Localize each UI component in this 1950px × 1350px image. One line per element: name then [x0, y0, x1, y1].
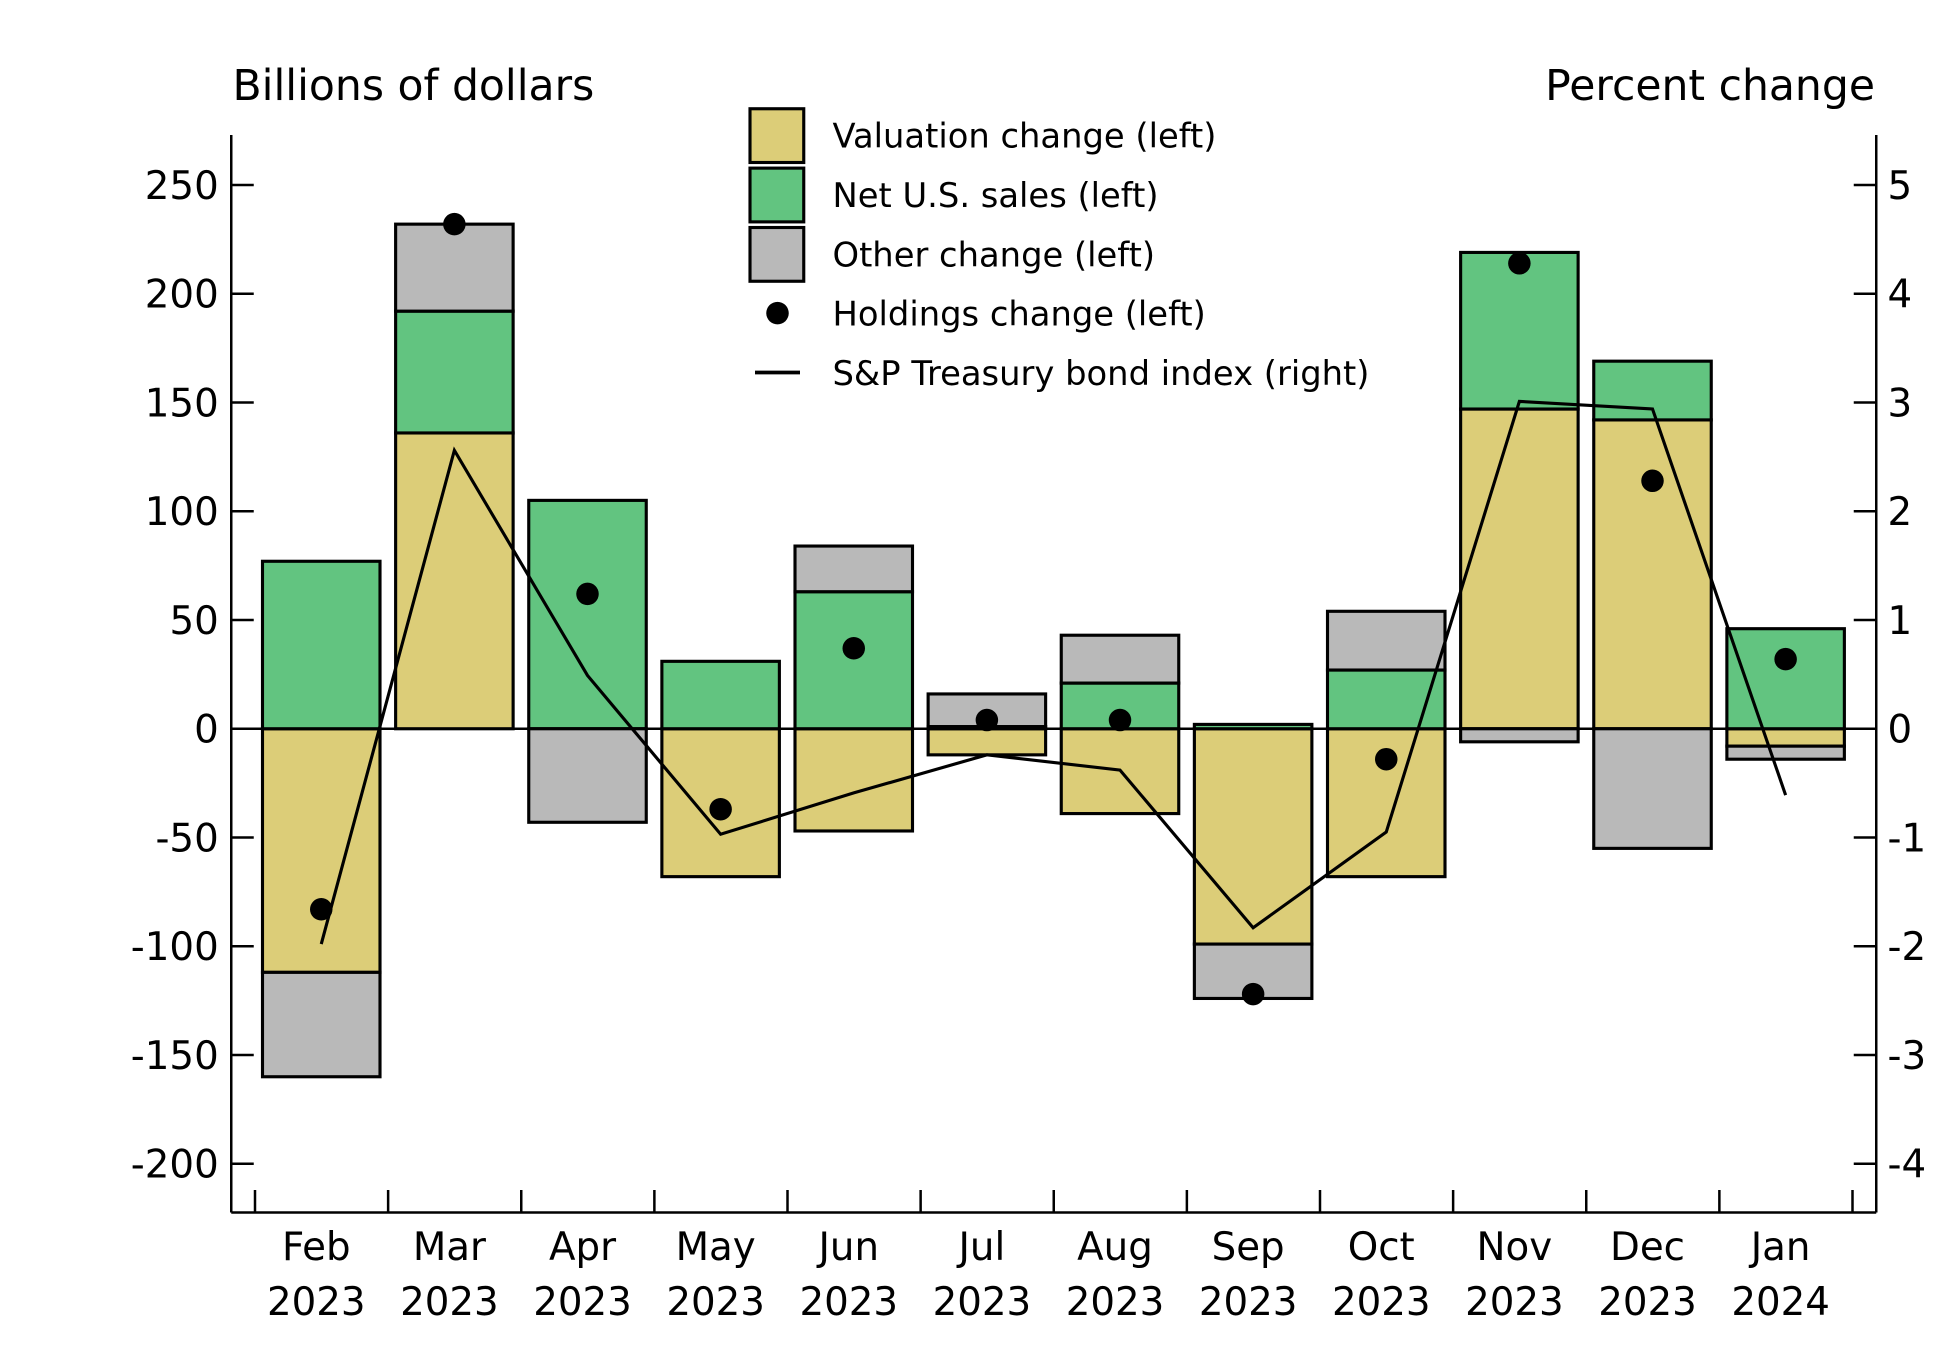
x-tick-label-year: 2023 — [1598, 1280, 1697, 1325]
bar-other-change-nov — [1459, 727, 1580, 744]
left-y-tick-label: 0 — [194, 708, 219, 753]
bars — [260, 222, 1846, 1079]
bar-valuation-change-feb — [260, 727, 382, 974]
legend-label: Holdings change (left) — [833, 295, 1206, 334]
right-y-tick-label: 3 — [1888, 381, 1913, 426]
x-tick-label-month: May — [676, 1225, 756, 1270]
bar-valuation-change-dec — [1592, 418, 1713, 731]
legend-label: Valuation change (left) — [833, 117, 1217, 156]
x-tick-label-month: Feb — [282, 1225, 351, 1270]
bar-other-change-feb — [260, 970, 382, 1079]
bar-valuation-change-nov — [1459, 407, 1580, 731]
legend-label: Other change (left) — [833, 235, 1156, 274]
legend-dot-marker — [766, 301, 789, 325]
bar-net-u-s-sales-jun — [793, 590, 915, 731]
sp-treasury-index-line — [319, 399, 1788, 945]
left-y-tick-label: -150 — [131, 1034, 219, 1079]
axes: Feb2023Mar2023Apr2023May2023Jun2023Jul20… — [131, 135, 1926, 1325]
right-y-tick-label: 0 — [1888, 708, 1913, 753]
bar-valuation-change-sep — [1192, 727, 1314, 946]
bar-other-change-mar — [394, 222, 515, 313]
x-tick-label-year: 2023 — [666, 1280, 765, 1325]
right-y-tick-label: -1 — [1888, 816, 1927, 861]
x-tick-label-year: 2023 — [1332, 1280, 1431, 1325]
legend-swatch — [748, 166, 806, 224]
left-axis-title: Billions of dollars — [233, 62, 595, 111]
bar-valuation-change-jun — [793, 727, 915, 833]
x-tick-label-month: Jun — [816, 1225, 879, 1270]
bar-other-change-oct — [1325, 609, 1447, 672]
x-tick-label-month: Dec — [1610, 1225, 1685, 1270]
bar-net-u-s-sales-may — [660, 659, 781, 731]
x-tick-label-month: Oct — [1348, 1225, 1415, 1270]
x-tick-label-month: Mar — [413, 1225, 486, 1270]
left-y-tick-label: -50 — [155, 816, 218, 861]
x-tick-label-month: Jul — [956, 1225, 1005, 1270]
line-series — [319, 399, 1788, 945]
bar-net-u-s-sales-mar — [394, 309, 515, 435]
holdings-dot-apr — [576, 582, 599, 606]
x-tick-label-month: Nov — [1477, 1225, 1553, 1270]
left-y-tick-label: 50 — [169, 599, 218, 644]
holdings-dot-feb — [310, 898, 333, 921]
left-y-tick-label: 250 — [145, 164, 219, 209]
x-tick-label-year: 2023 — [1465, 1280, 1564, 1325]
right-y-tick-label: 5 — [1888, 164, 1913, 209]
bar-other-change-jun — [793, 544, 915, 594]
x-tick-label-month: Jan — [1749, 1225, 1811, 1270]
holdings-dot-aug — [1108, 708, 1132, 732]
bar-net-u-s-sales-nov — [1459, 250, 1580, 411]
bar-other-change-apr — [527, 727, 648, 824]
holdings-dot-dec — [1641, 469, 1664, 493]
holdings-dot-mar — [443, 212, 466, 236]
legend: Valuation change (left) Net U.S. sales (l… — [748, 107, 1370, 393]
bar-valuation-change-mar — [394, 431, 515, 731]
x-tick-label-month: Sep — [1212, 1225, 1285, 1270]
legend-swatch — [748, 107, 806, 165]
right-y-tick-label: -3 — [1888, 1034, 1927, 1079]
left-y-tick-label: 100 — [145, 490, 219, 535]
x-tick-label-year: 2024 — [1731, 1280, 1830, 1325]
right-y-tick-label: 1 — [1888, 599, 1913, 644]
x-tick-label-month: Aug — [1077, 1225, 1153, 1270]
holdings-dot-may — [709, 797, 732, 821]
bar-other-change-dec — [1592, 727, 1713, 850]
holdings-dot-jul — [975, 708, 999, 732]
bar-other-change-aug — [1059, 633, 1181, 685]
bar-valuation-change-jul — [926, 727, 1048, 757]
right-y-tick-label: 2 — [1888, 490, 1913, 535]
x-tick-label-year: 2023 — [1066, 1280, 1165, 1325]
bar-valuation-change-jan — [1725, 727, 1846, 748]
left-y-tick-label: 200 — [145, 273, 219, 318]
right-y-tick-label: -4 — [1888, 1143, 1927, 1188]
bar-net-u-s-sales-feb — [260, 559, 382, 731]
left-y-tick-label: -200 — [131, 1143, 219, 1188]
right-axis-title: Percent change — [1545, 62, 1875, 111]
x-tick-label-year: 2023 — [799, 1280, 898, 1325]
legend-label: S&P Treasury bond index (right) — [833, 354, 1370, 393]
left-y-tick-label: -100 — [131, 925, 219, 970]
bar-net-u-s-sales-apr — [527, 498, 648, 731]
left-y-tick-label: 150 — [145, 381, 219, 426]
x-tick-label-year: 2023 — [533, 1280, 632, 1325]
legend-label: Net U.S. sales (left) — [833, 176, 1159, 215]
holdings-dot-oct — [1375, 747, 1398, 771]
bar-other-change-jan — [1725, 744, 1846, 761]
holdings-dot-nov — [1508, 252, 1531, 275]
x-tick-label-year: 2023 — [400, 1280, 499, 1325]
holdings-dot-jun — [842, 637, 865, 660]
holdings-dots — [310, 212, 1797, 1006]
legend-swatch — [748, 225, 806, 283]
x-tick-label-year: 2023 — [267, 1280, 366, 1325]
right-y-tick-label: -2 — [1888, 925, 1927, 970]
x-tick-label-year: 2023 — [933, 1280, 1032, 1325]
x-tick-label-year: 2023 — [1199, 1280, 1298, 1325]
holdings-dot-sep — [1241, 982, 1265, 1006]
holdings-dot-jan — [1774, 647, 1797, 671]
x-tick-label-month: Apr — [549, 1225, 616, 1270]
right-y-tick-label: 4 — [1888, 273, 1913, 318]
